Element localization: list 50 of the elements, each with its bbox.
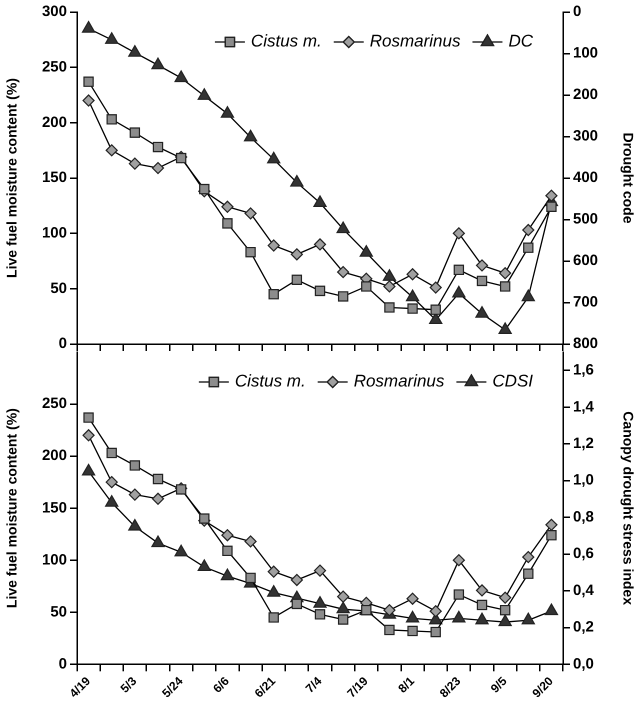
- y-axis-title: Live fuel moisture content (%): [3, 78, 20, 278]
- y2-tick-label: 1,0: [573, 472, 594, 489]
- y2-tick-label: 200: [573, 86, 598, 104]
- y-tick-label: 100: [42, 551, 67, 568]
- x-tick-label: 9/5: [488, 674, 510, 696]
- y-tick-label: 100: [42, 224, 67, 242]
- x-tick-label: 9/20: [529, 674, 556, 700]
- x-tick-label: 7/19: [344, 674, 371, 700]
- y-tick-label: 50: [50, 280, 67, 297]
- y-tick-label: 0: [58, 335, 67, 352]
- y2-tick-label: 100: [573, 44, 598, 62]
- y2-tick-label: 0: [573, 3, 582, 20]
- y2-tick-label: 400: [573, 169, 598, 186]
- y2-tick-label: 600: [573, 252, 598, 270]
- y2-tick-label: 1,4: [573, 398, 595, 416]
- y2-tick-label: 300: [573, 128, 598, 145]
- y2-tick-label: 0,2: [573, 618, 594, 636]
- y-tick-label: 50: [50, 603, 67, 620]
- y2-tick-label: 0,0: [573, 655, 594, 672]
- y2-tick-label: 1,6: [573, 362, 594, 379]
- x-tick-label: 4/19: [66, 674, 94, 700]
- y-axis-title: Live fuel moisture content (%): [3, 408, 20, 608]
- legend-label: DC: [508, 32, 534, 51]
- y-tick-label: 200: [42, 114, 67, 131]
- y2-tick-label: 500: [573, 210, 598, 228]
- y-tick-label: 300: [42, 3, 67, 20]
- x-tick-label: 8/1: [395, 674, 418, 696]
- y2-tick-label: 700: [573, 294, 598, 311]
- y-tick-label: 0: [58, 655, 67, 672]
- legend-label: Rosmarinus: [354, 372, 445, 391]
- y-tick-label: 250: [42, 395, 67, 412]
- x-tick-label: 7/4: [302, 674, 325, 696]
- x-tick-label: 6/21: [252, 674, 278, 700]
- x-tick-label: 6/6: [210, 674, 232, 696]
- legend-label: CDSI: [492, 372, 534, 391]
- y-tick-label: 250: [42, 58, 67, 76]
- legend-label: Cistus m.: [234, 372, 306, 391]
- y2-axis-title: Canopy drought stress index: [620, 411, 637, 606]
- x-tick-label: 5/3: [118, 674, 140, 696]
- y2-axis-title: Drought code: [620, 132, 637, 224]
- y2-tick-label: 1,2: [573, 434, 594, 452]
- legend-label: Rosmarinus: [370, 32, 461, 51]
- legend-label: Cistus m.: [250, 32, 322, 51]
- y-tick-label: 200: [42, 447, 67, 464]
- y2-tick-label: 0,4: [573, 582, 595, 599]
- y-tick-label: 150: [42, 499, 67, 516]
- y-tick-label: 150: [42, 169, 67, 186]
- y2-tick-label: 800: [573, 335, 598, 352]
- y2-tick-label: 0,8: [573, 508, 594, 526]
- y2-tick-label: 0,6: [573, 545, 594, 562]
